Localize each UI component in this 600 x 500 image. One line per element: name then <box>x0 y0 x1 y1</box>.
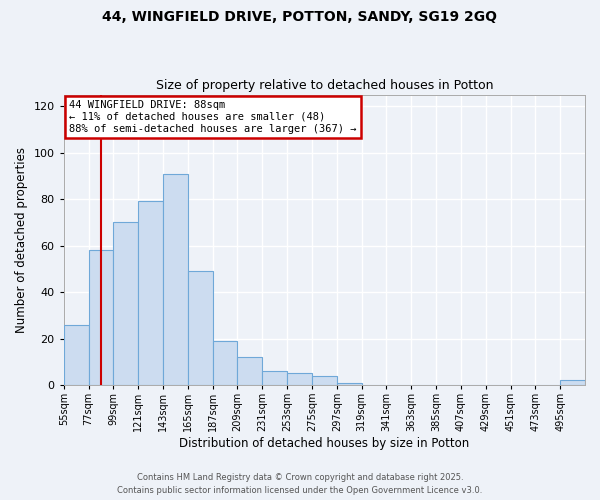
Y-axis label: Number of detached properties: Number of detached properties <box>15 147 28 333</box>
Text: Contains HM Land Registry data © Crown copyright and database right 2025.
Contai: Contains HM Land Registry data © Crown c… <box>118 474 482 495</box>
Bar <box>212 341 238 385</box>
Bar <box>312 376 337 385</box>
Bar <box>138 202 163 385</box>
Text: 44 WINGFIELD DRIVE: 88sqm
← 11% of detached houses are smaller (48)
88% of semi-: 44 WINGFIELD DRIVE: 88sqm ← 11% of detac… <box>69 100 356 134</box>
Bar <box>287 374 312 385</box>
Bar <box>163 174 188 385</box>
Bar <box>113 222 138 385</box>
Title: Size of property relative to detached houses in Potton: Size of property relative to detached ho… <box>155 79 493 92</box>
Bar <box>560 380 585 385</box>
Bar <box>337 382 362 385</box>
Bar <box>262 371 287 385</box>
Bar <box>188 271 212 385</box>
Bar <box>238 357 262 385</box>
X-axis label: Distribution of detached houses by size in Potton: Distribution of detached houses by size … <box>179 437 469 450</box>
Bar <box>89 250 113 385</box>
Bar <box>64 324 89 385</box>
Text: 44, WINGFIELD DRIVE, POTTON, SANDY, SG19 2GQ: 44, WINGFIELD DRIVE, POTTON, SANDY, SG19… <box>103 10 497 24</box>
